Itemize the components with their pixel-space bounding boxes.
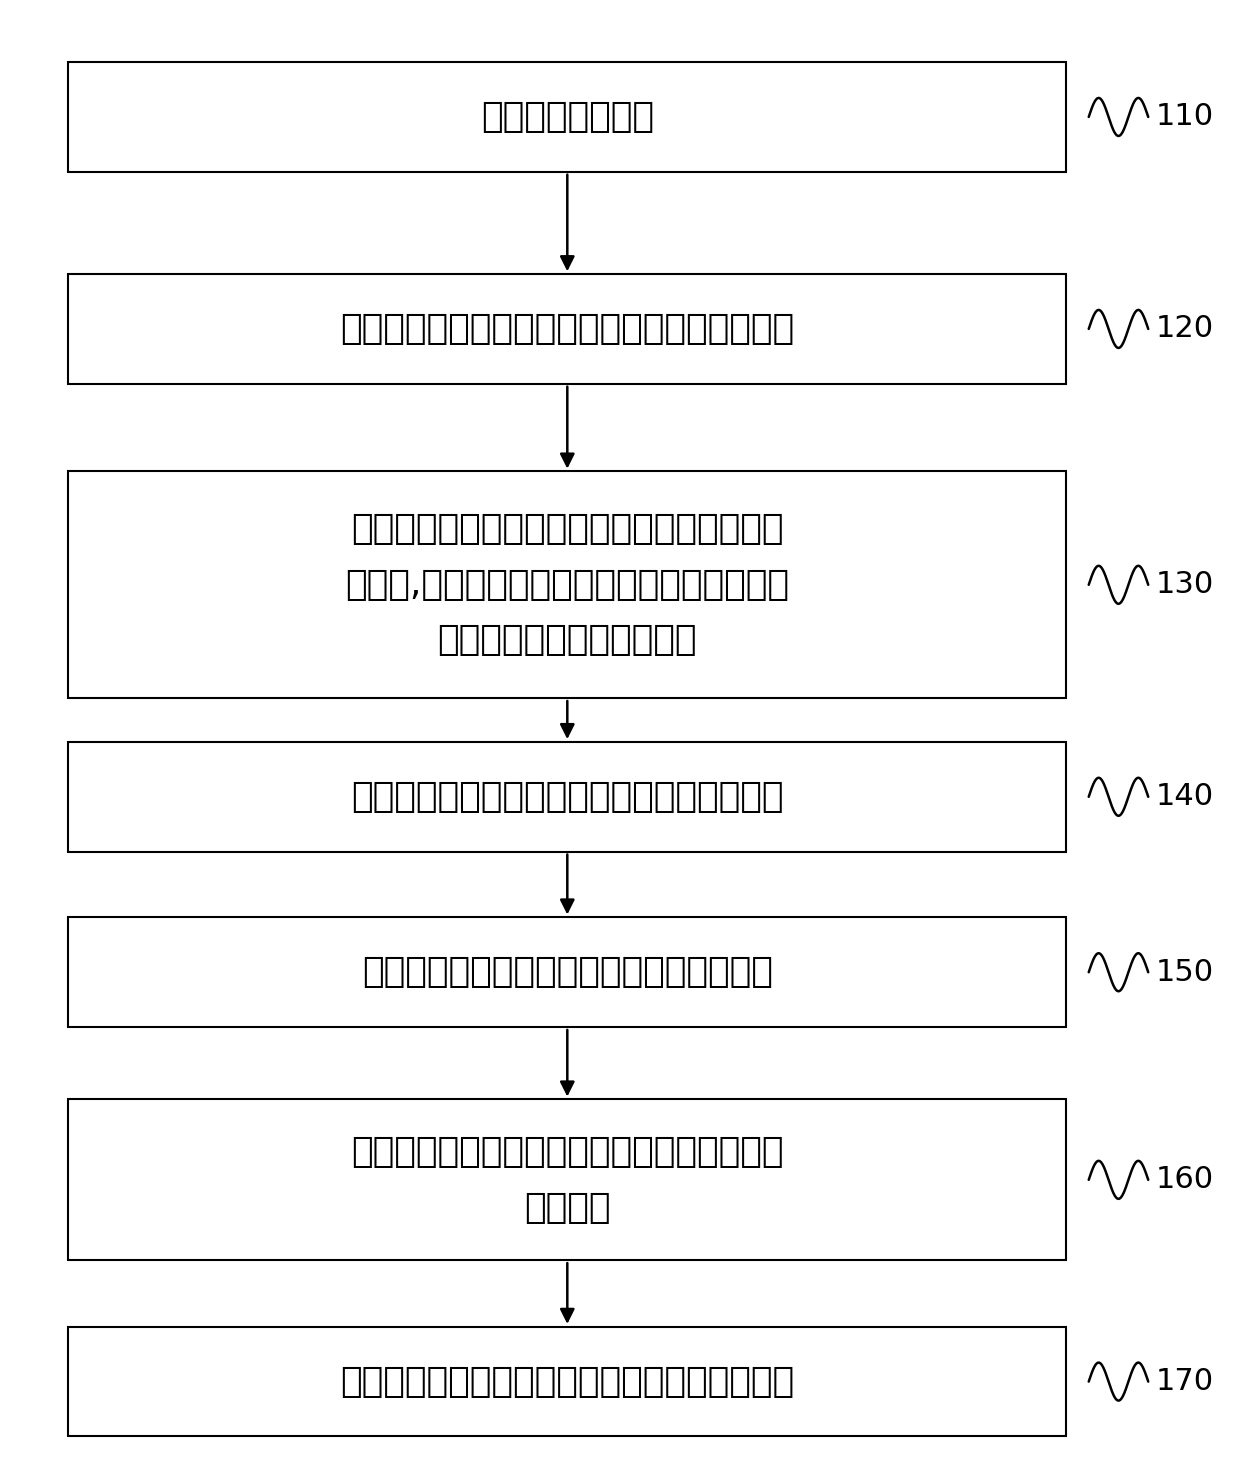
FancyBboxPatch shape (68, 471, 1066, 699)
Text: 110: 110 (1156, 102, 1214, 132)
Text: 根据第一曝光参数进行曝光，获取初始图像信息: 根据第一曝光参数进行曝光，获取初始图像信息 (340, 311, 795, 346)
Text: 160: 160 (1156, 1165, 1214, 1194)
FancyBboxPatch shape (68, 275, 1066, 383)
Text: 120: 120 (1156, 314, 1214, 344)
Text: 确定第一曝光参数: 确定第一曝光参数 (481, 99, 653, 135)
Text: 140: 140 (1156, 782, 1214, 811)
Text: 述图像的图像背景饱和参数: 述图像的图像背景饱和参数 (438, 623, 697, 658)
FancyBboxPatch shape (68, 1327, 1066, 1436)
Text: 根据图像背景饱和参数确定平均背景饱和参数: 根据图像背景饱和参数确定平均背景饱和参数 (351, 779, 784, 814)
Text: 根据平均背景饱和参数确定图像最佳对比度: 根据平均背景饱和参数确定图像最佳对比度 (362, 955, 773, 990)
FancyBboxPatch shape (68, 61, 1066, 171)
FancyBboxPatch shape (68, 918, 1066, 1026)
Text: 170: 170 (1156, 1367, 1214, 1396)
Text: 130: 130 (1156, 570, 1214, 599)
FancyBboxPatch shape (68, 1099, 1066, 1260)
Text: 根据第二曝光参数进行曝光，获取优化图像信息: 根据第二曝光参数进行曝光，获取优化图像信息 (340, 1364, 795, 1399)
Text: 景参数,并根据图像背景参数确定图像信息中所: 景参数,并根据图像背景参数确定图像信息中所 (345, 567, 790, 602)
Text: 曝光参数: 曝光参数 (525, 1190, 610, 1225)
Text: 150: 150 (1156, 958, 1214, 987)
FancyBboxPatch shape (68, 741, 1066, 851)
Text: 根据图像最佳对比度和第一曝光参数确定第二: 根据图像最佳对比度和第一曝光参数确定第二 (351, 1135, 784, 1170)
Text: 对初始图像信息进行处理，确定图像的图像背: 对初始图像信息进行处理，确定图像的图像背 (351, 512, 784, 547)
